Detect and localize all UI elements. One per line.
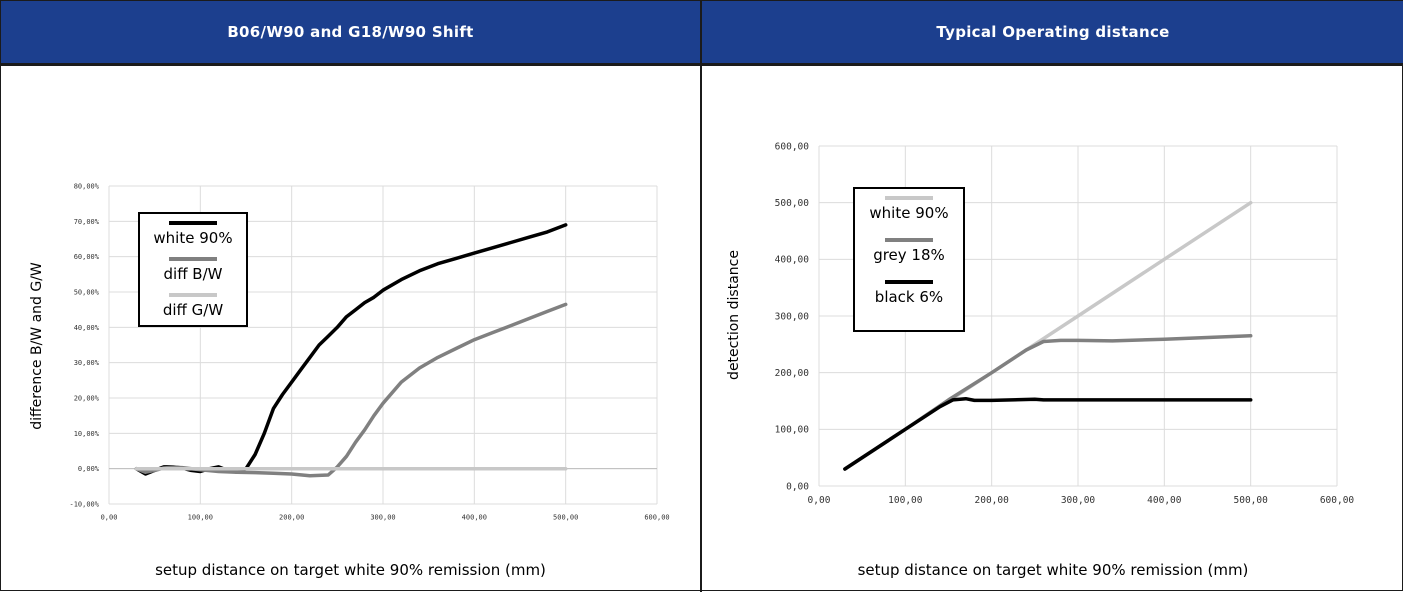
- y-tick-label: 500,00: [775, 198, 810, 209]
- left-panel-title: B06/W90 and G18/W90 Shift: [227, 23, 474, 41]
- legend-entry: diff B/W: [164, 265, 223, 283]
- y-tick-label: 30,00%: [74, 359, 100, 367]
- y-tick-label: -10,00%: [69, 500, 99, 508]
- x-tick-label: 0,00: [808, 495, 831, 506]
- x-tick-label: 200,00: [975, 495, 1010, 506]
- y-tick-label: 40,00%: [74, 324, 100, 332]
- y-tick-label: 100,00: [775, 425, 810, 436]
- x-tick-label: 300,00: [1061, 495, 1096, 506]
- series-line-2: [843, 396, 1253, 471]
- legend-box: [853, 187, 965, 332]
- y-axis-label: difference B/W and G/W: [29, 262, 45, 430]
- x-tick-label: 600,00: [644, 514, 669, 522]
- y-tick-label: 80,00%: [74, 182, 100, 190]
- legend-entry: diff G/W: [163, 301, 223, 319]
- legend-entry: grey 18%: [873, 246, 945, 264]
- x-tick-label: 200,00: [279, 514, 304, 522]
- x-tick-label: 100,00: [188, 514, 213, 522]
- y-tick-label: 20,00%: [74, 394, 100, 402]
- left-panel-header: B06/W90 and G18/W90 Shift: [1, 1, 700, 66]
- y-tick-label: 0,00%: [78, 465, 100, 473]
- x-tick-label: 100,00: [888, 495, 923, 506]
- right-panel-header: Typical Operating distance: [702, 1, 1403, 66]
- left-panel: B06/W90 and G18/W90 Shift -10,00% 0,00% 10…: [1, 1, 702, 592]
- legend-box: [138, 212, 248, 327]
- legend-entry: white 90%: [869, 204, 948, 222]
- y-tick-label: 600,00: [775, 141, 810, 152]
- x-tick-label: 500,00: [553, 514, 578, 522]
- x-tick-label: 600,00: [1320, 495, 1355, 506]
- operating-distance-chart: 0,00 100,00 200,00 300,00 400,00 500,00 600,00…: [726, 141, 1355, 506]
- left-x-axis-label: setup distance on target white 90% remis…: [155, 561, 546, 579]
- y-axis-label: detection distance: [726, 250, 742, 380]
- x-tick-label: 500,00: [1234, 495, 1269, 506]
- x-tick-label: 0,00: [101, 514, 118, 522]
- y-tick-label: 70,00%: [74, 218, 100, 226]
- x-tick-label: 400,00: [1147, 495, 1182, 506]
- legend-entry: black 6%: [875, 288, 943, 306]
- right-panel: Typical Operating distance 0,00 100,00 200…: [702, 1, 1403, 592]
- shift-chart: -10,00% 0,00% 10,00% 20,00% 30,00% 40,00% 50,0…: [29, 182, 670, 522]
- y-tick-label: 50,00%: [74, 288, 100, 296]
- y-tick-label: 60,00%: [74, 253, 100, 261]
- y-tick-label: 200,00: [775, 368, 810, 379]
- x-tick-label: 300,00: [370, 514, 395, 522]
- x-tick-label: 400,00: [462, 514, 487, 522]
- y-tick-label: 10,00%: [74, 430, 100, 438]
- legend-entry: white 90%: [153, 229, 232, 247]
- y-tick-label: 400,00: [775, 255, 810, 266]
- y-tick-label: 300,00: [775, 311, 810, 322]
- right-panel-title: Typical Operating distance: [936, 23, 1170, 41]
- right-x-axis-label: setup distance on target white 90% remis…: [857, 561, 1249, 579]
- y-tick-label: 0,00: [786, 481, 809, 492]
